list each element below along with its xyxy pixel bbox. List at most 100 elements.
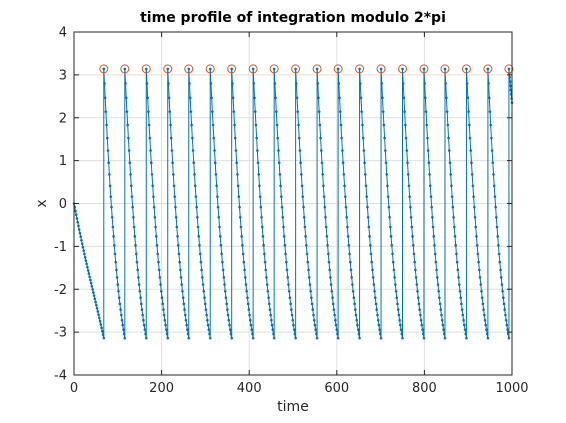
series-point: [233, 123, 236, 127]
wrap-marker: [248, 64, 258, 74]
series-point: [435, 276, 439, 279]
series-dots: [72, 67, 514, 340]
series-point: [486, 67, 490, 71]
series-point: [189, 110, 193, 113]
series-point: [183, 308, 186, 311]
series-point: [368, 235, 371, 238]
series-point: [294, 67, 297, 71]
series-point: [96, 310, 100, 313]
series-point: [282, 225, 285, 229]
series-point: [78, 231, 82, 235]
series-point: [444, 82, 448, 85]
series-point: [302, 215, 306, 219]
series-point: [235, 161, 238, 164]
series-point: [329, 283, 333, 286]
series-point: [139, 296, 142, 300]
series-point: [405, 149, 409, 152]
series-point: [254, 123, 258, 127]
series-point: [420, 323, 424, 327]
series-point: [271, 328, 275, 331]
series-point: [348, 260, 352, 264]
series-point: [314, 328, 317, 331]
series-point: [471, 184, 475, 188]
series-point: [160, 296, 164, 300]
series-point: [325, 235, 329, 238]
series-point: [193, 173, 196, 176]
series-point: [220, 252, 223, 256]
series-point: [353, 308, 357, 311]
series-point: [143, 328, 147, 331]
series-point: [465, 82, 469, 85]
series-point: [152, 205, 156, 209]
wrap-marker: [504, 64, 514, 74]
series-point: [149, 161, 153, 164]
series-point: [242, 260, 246, 264]
series-point: [276, 136, 280, 140]
series-point: [415, 283, 419, 286]
series-point: [497, 244, 500, 247]
series-point: [350, 276, 354, 279]
series-point: [321, 173, 325, 176]
series-point: [188, 96, 192, 100]
series-point: [166, 336, 170, 340]
series-point: [101, 333, 105, 336]
series-point: [269, 313, 272, 317]
series-point: [131, 205, 134, 209]
series-point: [349, 268, 353, 272]
series-point: [494, 205, 497, 209]
series-point: [452, 225, 456, 229]
wrap-marker: [312, 64, 322, 74]
series-point: [251, 332, 254, 336]
series-point: [319, 136, 322, 140]
series-point: [221, 268, 225, 272]
series-point: [305, 244, 308, 247]
series-point: [351, 283, 354, 286]
series-point: [457, 283, 461, 286]
series-point: [290, 308, 293, 311]
series-point: [338, 110, 342, 113]
series-point: [147, 110, 150, 113]
series-point: [179, 276, 183, 279]
series-point: [291, 318, 295, 322]
series-point: [460, 302, 463, 306]
series-point: [324, 225, 328, 229]
series-point: [506, 332, 510, 336]
series-point: [399, 328, 403, 331]
series-point: [124, 96, 128, 100]
series-point: [322, 184, 325, 188]
series-point: [406, 161, 409, 164]
series-point: [468, 123, 471, 127]
series-point: [100, 326, 103, 330]
series-point: [376, 313, 379, 317]
series-point: [260, 225, 264, 229]
series-point: [474, 225, 478, 229]
series-point: [74, 209, 77, 213]
series-point: [355, 318, 359, 322]
series-point: [147, 123, 151, 127]
series-point: [102, 336, 106, 340]
series-point: [157, 268, 161, 272]
series-point: [152, 195, 155, 198]
series-point: [367, 225, 371, 229]
series-point: [449, 173, 453, 176]
series-point: [507, 336, 511, 340]
series-point: [104, 110, 108, 113]
series-point: [315, 336, 319, 340]
series-point: [476, 252, 480, 256]
series-point: [85, 262, 88, 266]
series-point: [80, 242, 84, 246]
series-point: [272, 332, 275, 336]
series-point: [156, 252, 160, 256]
wrap-marker: [483, 64, 493, 74]
series-point: [336, 332, 339, 336]
series-point: [239, 225, 243, 229]
series-point: [492, 173, 495, 176]
series-point: [113, 244, 116, 247]
series-point: [169, 136, 173, 140]
tick-labels: 0 200 400 600 800 1000 -4 -3 -2 -1 0 1 2 3 4: [54, 26, 529, 397]
series-point: [406, 173, 410, 176]
series-point: [480, 296, 484, 300]
series-point: [440, 313, 443, 317]
series-point: [191, 149, 195, 152]
series-point: [286, 276, 290, 279]
